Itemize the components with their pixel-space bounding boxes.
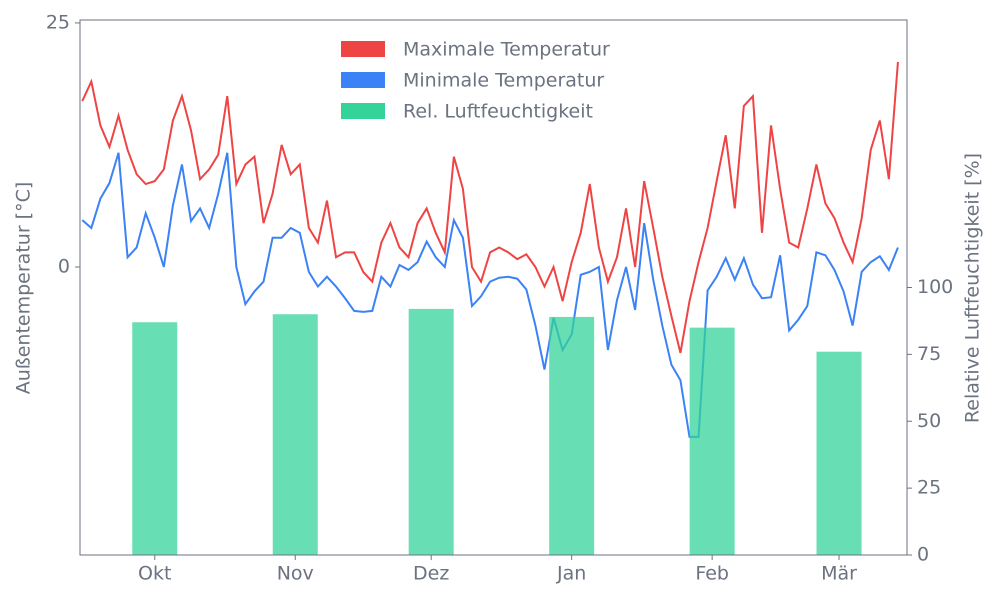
legend-swatch: [341, 103, 385, 119]
y2-tick-label: 25: [917, 477, 941, 499]
bar: [408, 308, 454, 555]
legend-label: Maximale Temperatur: [403, 39, 610, 61]
bar: [272, 314, 318, 555]
bar: [549, 316, 595, 555]
line: [81, 152, 899, 438]
y2-tick-label: 100: [917, 276, 953, 298]
y2-axis-label: Relative Luftfeuchtigkeit [%]: [962, 153, 984, 423]
legend-label: Rel. Luftfeuchtigkeit: [403, 101, 593, 123]
x-tick-label: Dez: [413, 563, 449, 585]
bar: [132, 322, 178, 555]
x-tick-label: Okt: [138, 563, 171, 585]
y-tick-label: 25: [46, 11, 70, 33]
x-tick-label: Feb: [695, 563, 729, 585]
line: [81, 61, 899, 354]
x-tick-label: Mär: [821, 563, 857, 585]
y2-tick-label: 50: [917, 410, 941, 432]
legend-label: Minimale Temperatur: [403, 70, 604, 92]
y2-tick-label: 75: [917, 343, 941, 365]
legend-swatch: [341, 72, 385, 88]
x-tick-label: Jan: [556, 563, 586, 585]
bar: [816, 351, 862, 555]
y-axis-label: Außentemperatur [°C]: [13, 182, 35, 395]
y2-tick-label: 0: [917, 544, 929, 566]
y-tick-label: 0: [58, 255, 70, 277]
plot-frame: [79, 19, 908, 556]
legend-swatch: [341, 41, 385, 57]
bar: [689, 327, 735, 555]
x-tick-label: Nov: [277, 563, 314, 585]
